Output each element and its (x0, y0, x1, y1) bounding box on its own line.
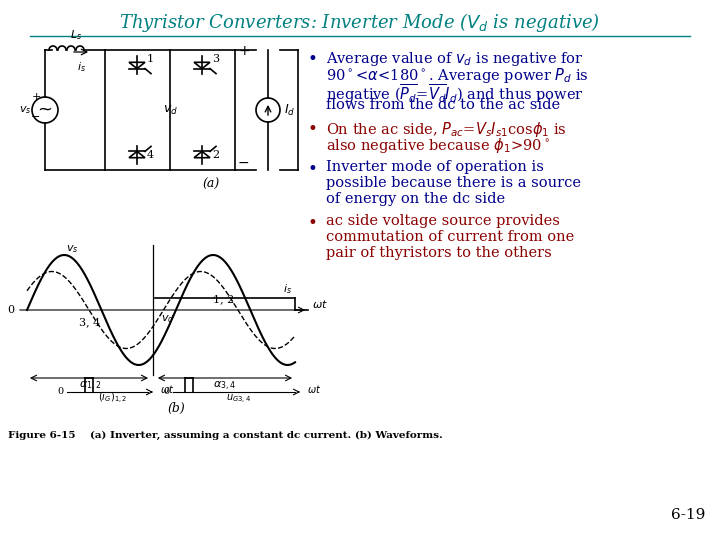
Text: 1: 1 (147, 54, 154, 64)
Text: flows from the dc to the ac side: flows from the dc to the ac side (326, 98, 560, 112)
Text: of energy on the dc side: of energy on the dc side (326, 192, 505, 206)
Text: +: + (238, 44, 250, 58)
Text: ac side voltage source provides: ac side voltage source provides (326, 214, 560, 228)
Text: ~: ~ (37, 101, 53, 119)
Text: 6-19: 6-19 (670, 508, 705, 522)
Text: 0: 0 (164, 388, 170, 396)
Text: $\omega t$: $\omega t$ (307, 383, 321, 395)
Text: $v_d$: $v_d$ (163, 104, 178, 117)
Text: 4: 4 (147, 150, 154, 160)
Text: •: • (308, 214, 318, 232)
Text: 90$^\circ$<$\alpha$<180$^\circ$. Average power $P_d$ is: 90$^\circ$<$\alpha$<180$^\circ$. Average… (326, 66, 589, 85)
Text: also negative because $\phi_1$>90$^\circ$: also negative because $\phi_1$>90$^\circ… (326, 136, 550, 155)
Text: $v_s$: $v_s$ (66, 243, 78, 255)
Text: $\omega t$: $\omega t$ (312, 298, 328, 310)
Text: Inverter mode of operation is: Inverter mode of operation is (326, 160, 544, 174)
Text: $\omega t$: $\omega t$ (160, 383, 174, 395)
Text: $v_d$: $v_d$ (161, 313, 174, 325)
Text: $L_s$: $L_s$ (70, 28, 82, 42)
Text: $v_s$: $v_s$ (19, 104, 31, 116)
Text: •: • (308, 50, 318, 68)
Text: 3: 3 (212, 54, 219, 64)
Text: Figure 6-15    (a) Inverter, assuming a constant dc current. (b) Waveforms.: Figure 6-15 (a) Inverter, assuming a con… (8, 430, 443, 440)
Text: pair of thyristors to the others: pair of thyristors to the others (326, 246, 552, 260)
Text: $\alpha_{3,4}$: $\alpha_{3,4}$ (212, 380, 235, 393)
Text: possible because there is a source: possible because there is a source (326, 176, 581, 190)
Text: Thyristor Converters: Inverter Mode ($V_d$ is negative): Thyristor Converters: Inverter Mode ($V_… (120, 10, 600, 33)
Text: $\alpha_{1,2}$: $\alpha_{1,2}$ (78, 380, 102, 393)
Text: (a): (a) (202, 178, 220, 191)
Text: $i_s$: $i_s$ (76, 60, 86, 74)
Text: −: − (31, 112, 41, 122)
Text: 3, 4: 3, 4 (79, 317, 101, 327)
Text: $(i_G)_{1,2}$: $(i_G)_{1,2}$ (98, 391, 127, 406)
Text: (b): (b) (167, 402, 185, 415)
Text: 1, 2: 1, 2 (213, 294, 235, 304)
Text: −: − (238, 156, 250, 170)
Text: $I_d$: $I_d$ (284, 103, 295, 118)
Text: $i_s$: $i_s$ (283, 282, 292, 296)
Text: •: • (308, 160, 318, 178)
Text: Average value of $v_d$ is negative for: Average value of $v_d$ is negative for (326, 50, 584, 68)
Text: •: • (308, 120, 318, 138)
Text: commutation of current from one: commutation of current from one (326, 230, 575, 244)
Text: +: + (31, 92, 41, 102)
Text: $u_{G3,4}$: $u_{G3,4}$ (226, 393, 251, 406)
Text: 0: 0 (7, 305, 14, 315)
Text: On the ac side, $P_{ac}$=$V_s$$I_{s1}$cos$\phi_1$ is: On the ac side, $P_{ac}$=$V_s$$I_{s1}$co… (326, 120, 567, 139)
Text: 2: 2 (212, 150, 219, 160)
Text: 0: 0 (58, 388, 64, 396)
Text: negative ($\overline{P_d}$=$\overline{V_d}$$I_d$) and thus power: negative ($\overline{P_d}$=$\overline{V_… (326, 82, 584, 105)
